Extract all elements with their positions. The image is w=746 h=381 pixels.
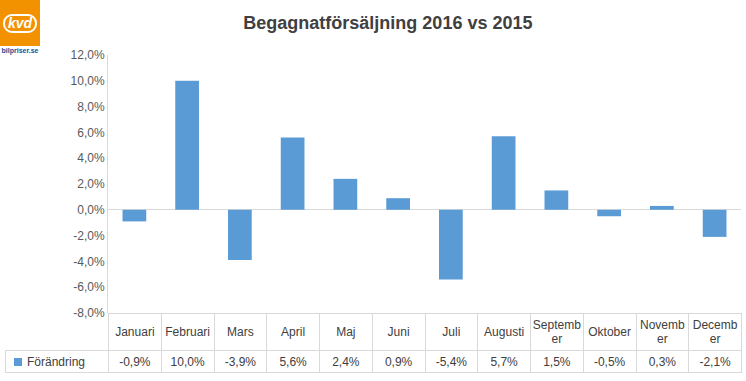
html-text:Januari: Januari <box>115 325 155 339</box>
html-text:-3,9%: -3,9% <box>224 354 256 369</box>
html-text:November: November <box>640 318 685 346</box>
html-text:1,5%: 1,5% <box>543 354 571 369</box>
html-text:-0,5%: -0,5% <box>593 354 626 369</box>
svg-text:-8,0%: -8,0% <box>73 306 105 321</box>
html-text:Juli: Juli <box>442 325 461 339</box>
html-text:kvd: kvd <box>7 14 33 31</box>
html-text:10,0%: 10,0% <box>170 354 205 369</box>
svg-text:8,0%: 8,0% <box>77 100 105 114</box>
html-text:5,7%: 5,7% <box>490 354 518 369</box>
html-text:December: December <box>692 318 738 346</box>
html-text:0,9%: 0,9% <box>384 354 413 369</box>
html-text:2,4%: 2,4% <box>332 354 360 369</box>
svg-text:-2,0%: -2,0% <box>73 229 105 243</box>
html-text:Augusti: Augusti <box>484 325 525 339</box>
svg-text:Begagnatförsäljning 2016 vs 20: Begagnatförsäljning 2016 vs 2015 <box>243 13 532 33</box>
svg-text:4,0%: 4,0% <box>77 151 105 165</box>
html-text:Maj: Maj <box>336 325 356 339</box>
svg-text:-4,0%: -4,0% <box>73 255 105 269</box>
html-text:Juni: Juni <box>387 325 410 339</box>
svg-text:-6,0%: -6,0% <box>73 280 105 294</box>
html-text:0,3%: 0,3% <box>648 354 676 369</box>
svg-text:6,0%: 6,0% <box>77 126 105 140</box>
svg-text:10,0%: 10,0% <box>71 74 105 88</box>
svg-text:2,0%: 2,0% <box>77 177 105 191</box>
html-text:Mars: Mars <box>227 325 254 339</box>
svg-text:0,0%: 0,0% <box>77 203 105 217</box>
html-text:-5,4%: -5,4% <box>435 354 467 369</box>
html-text:bilpriser.se: bilpriser.se <box>1 47 39 54</box>
html-text:Oktober: Oktober <box>588 325 631 339</box>
html-text:Februari: Februari <box>165 325 210 339</box>
html-text:September: September <box>532 318 581 346</box>
html-text:-0,9%: -0,9% <box>119 354 151 369</box>
html-text:5,6%: 5,6% <box>279 354 307 369</box>
html-text:-2,1%: -2,1% <box>699 354 731 369</box>
html-text:Förändring: Förändring <box>27 354 85 369</box>
html-text:April: April <box>281 325 306 339</box>
svg-text:12,0%: 12,0% <box>71 48 105 62</box>
